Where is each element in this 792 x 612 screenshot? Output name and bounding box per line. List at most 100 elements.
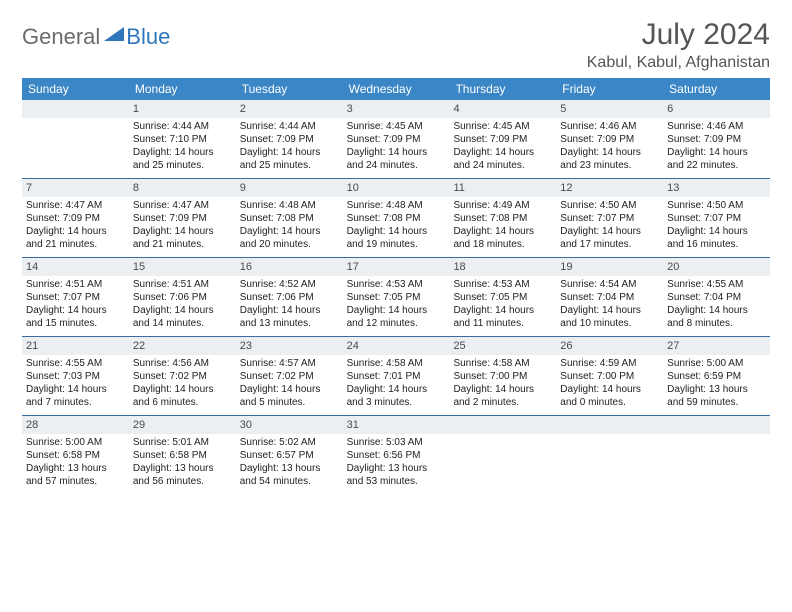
- day-cell: 4Sunrise: 4:45 AMSunset: 7:09 PMDaylight…: [449, 100, 556, 178]
- brand-logo: General Blue: [22, 18, 170, 50]
- weekday-header: Thursday: [449, 78, 556, 100]
- daylight-line: Daylight: 14 hours and 3 minutes.: [347, 383, 446, 409]
- week-row: 28Sunrise: 5:00 AMSunset: 6:58 PMDayligh…: [22, 416, 770, 494]
- day-number: [22, 100, 129, 118]
- sunrise-line: Sunrise: 4:51 AM: [26, 278, 125, 291]
- day-number: 22: [129, 337, 236, 355]
- day-cell: 26Sunrise: 4:59 AMSunset: 7:00 PMDayligh…: [556, 337, 663, 415]
- daylight-line: Daylight: 14 hours and 19 minutes.: [347, 225, 446, 251]
- sunset-line: Sunset: 7:04 PM: [667, 291, 766, 304]
- sunrise-line: Sunrise: 4:44 AM: [133, 120, 232, 133]
- sunrise-line: Sunrise: 5:00 AM: [26, 436, 125, 449]
- sunset-line: Sunset: 7:09 PM: [347, 133, 446, 146]
- daylight-line: Daylight: 14 hours and 22 minutes.: [667, 146, 766, 172]
- daylight-line: Daylight: 14 hours and 0 minutes.: [560, 383, 659, 409]
- sunset-line: Sunset: 6:56 PM: [347, 449, 446, 462]
- daylight-line: Daylight: 14 hours and 21 minutes.: [26, 225, 125, 251]
- day-cell: 17Sunrise: 4:53 AMSunset: 7:05 PMDayligh…: [343, 258, 450, 336]
- weekday-header: Tuesday: [236, 78, 343, 100]
- day-number: 6: [663, 100, 770, 118]
- sunset-line: Sunset: 6:58 PM: [133, 449, 232, 462]
- day-cell: 27Sunrise: 5:00 AMSunset: 6:59 PMDayligh…: [663, 337, 770, 415]
- weekday-header: Friday: [556, 78, 663, 100]
- sunrise-line: Sunrise: 4:56 AM: [133, 357, 232, 370]
- sunrise-line: Sunrise: 4:46 AM: [560, 120, 659, 133]
- day-details: Sunrise: 4:51 AMSunset: 7:07 PMDaylight:…: [22, 276, 129, 334]
- title-block: July 2024 Kabul, Kabul, Afghanistan: [587, 18, 770, 72]
- day-cell: 9Sunrise: 4:48 AMSunset: 7:08 PMDaylight…: [236, 179, 343, 257]
- day-details: Sunrise: 4:52 AMSunset: 7:06 PMDaylight:…: [236, 276, 343, 334]
- day-details: Sunrise: 4:56 AMSunset: 7:02 PMDaylight:…: [129, 355, 236, 413]
- daylight-line: Daylight: 14 hours and 12 minutes.: [347, 304, 446, 330]
- day-number: 26: [556, 337, 663, 355]
- day-cell: 20Sunrise: 4:55 AMSunset: 7:04 PMDayligh…: [663, 258, 770, 336]
- sunrise-line: Sunrise: 4:52 AM: [240, 278, 339, 291]
- sunrise-line: Sunrise: 4:50 AM: [560, 199, 659, 212]
- sunset-line: Sunset: 6:59 PM: [667, 370, 766, 383]
- day-details: Sunrise: 4:46 AMSunset: 7:09 PMDaylight:…: [556, 118, 663, 176]
- daylight-line: Daylight: 14 hours and 20 minutes.: [240, 225, 339, 251]
- day-details: Sunrise: 4:44 AMSunset: 7:09 PMDaylight:…: [236, 118, 343, 176]
- day-number: 27: [663, 337, 770, 355]
- sunset-line: Sunset: 6:58 PM: [26, 449, 125, 462]
- day-cell: 10Sunrise: 4:48 AMSunset: 7:08 PMDayligh…: [343, 179, 450, 257]
- sunset-line: Sunset: 7:10 PM: [133, 133, 232, 146]
- day-number: 5: [556, 100, 663, 118]
- sunset-line: Sunset: 7:08 PM: [240, 212, 339, 225]
- day-number: [449, 416, 556, 434]
- daylight-line: Daylight: 14 hours and 5 minutes.: [240, 383, 339, 409]
- sunrise-line: Sunrise: 4:48 AM: [240, 199, 339, 212]
- day-number: 12: [556, 179, 663, 197]
- day-cell: 25Sunrise: 4:58 AMSunset: 7:00 PMDayligh…: [449, 337, 556, 415]
- logo-blue: Blue: [126, 24, 170, 50]
- day-cell: [22, 100, 129, 178]
- daylight-line: Daylight: 14 hours and 25 minutes.: [240, 146, 339, 172]
- daylight-line: Daylight: 13 hours and 57 minutes.: [26, 462, 125, 488]
- sunset-line: Sunset: 7:09 PM: [560, 133, 659, 146]
- day-cell: 18Sunrise: 4:53 AMSunset: 7:05 PMDayligh…: [449, 258, 556, 336]
- day-cell: 7Sunrise: 4:47 AMSunset: 7:09 PMDaylight…: [22, 179, 129, 257]
- day-cell: [556, 416, 663, 494]
- sunset-line: Sunset: 7:09 PM: [26, 212, 125, 225]
- daylight-line: Daylight: 14 hours and 11 minutes.: [453, 304, 552, 330]
- day-cell: 3Sunrise: 4:45 AMSunset: 7:09 PMDaylight…: [343, 100, 450, 178]
- sunrise-line: Sunrise: 4:45 AM: [347, 120, 446, 133]
- daylight-line: Daylight: 14 hours and 18 minutes.: [453, 225, 552, 251]
- week-row: 21Sunrise: 4:55 AMSunset: 7:03 PMDayligh…: [22, 337, 770, 416]
- day-cell: 8Sunrise: 4:47 AMSunset: 7:09 PMDaylight…: [129, 179, 236, 257]
- day-details: Sunrise: 4:58 AMSunset: 7:01 PMDaylight:…: [343, 355, 450, 413]
- sunrise-line: Sunrise: 4:58 AM: [347, 357, 446, 370]
- sunrise-line: Sunrise: 4:47 AM: [133, 199, 232, 212]
- daylight-line: Daylight: 14 hours and 14 minutes.: [133, 304, 232, 330]
- day-cell: 30Sunrise: 5:02 AMSunset: 6:57 PMDayligh…: [236, 416, 343, 494]
- day-number: 28: [22, 416, 129, 434]
- daylight-line: Daylight: 14 hours and 10 minutes.: [560, 304, 659, 330]
- day-details: Sunrise: 4:54 AMSunset: 7:04 PMDaylight:…: [556, 276, 663, 334]
- day-number: 18: [449, 258, 556, 276]
- sunset-line: Sunset: 7:00 PM: [560, 370, 659, 383]
- day-number: 17: [343, 258, 450, 276]
- day-cell: 21Sunrise: 4:55 AMSunset: 7:03 PMDayligh…: [22, 337, 129, 415]
- weekday-header: Monday: [129, 78, 236, 100]
- day-details: Sunrise: 4:53 AMSunset: 7:05 PMDaylight:…: [343, 276, 450, 334]
- day-details: Sunrise: 4:50 AMSunset: 7:07 PMDaylight:…: [556, 197, 663, 255]
- sunset-line: Sunset: 7:09 PM: [667, 133, 766, 146]
- sunrise-line: Sunrise: 5:01 AM: [133, 436, 232, 449]
- daylight-line: Daylight: 14 hours and 23 minutes.: [560, 146, 659, 172]
- sunset-line: Sunset: 7:02 PM: [240, 370, 339, 383]
- day-details: Sunrise: 4:59 AMSunset: 7:00 PMDaylight:…: [556, 355, 663, 413]
- day-details: Sunrise: 4:53 AMSunset: 7:05 PMDaylight:…: [449, 276, 556, 334]
- day-number: [556, 416, 663, 434]
- day-number: 7: [22, 179, 129, 197]
- day-number: 14: [22, 258, 129, 276]
- sunrise-line: Sunrise: 4:44 AM: [240, 120, 339, 133]
- sunrise-line: Sunrise: 4:59 AM: [560, 357, 659, 370]
- day-number: 30: [236, 416, 343, 434]
- day-cell: 11Sunrise: 4:49 AMSunset: 7:08 PMDayligh…: [449, 179, 556, 257]
- day-details: Sunrise: 4:45 AMSunset: 7:09 PMDaylight:…: [343, 118, 450, 176]
- daylight-line: Daylight: 13 hours and 59 minutes.: [667, 383, 766, 409]
- sunrise-line: Sunrise: 4:53 AM: [453, 278, 552, 291]
- day-number: 13: [663, 179, 770, 197]
- day-cell: 23Sunrise: 4:57 AMSunset: 7:02 PMDayligh…: [236, 337, 343, 415]
- sunset-line: Sunset: 7:07 PM: [667, 212, 766, 225]
